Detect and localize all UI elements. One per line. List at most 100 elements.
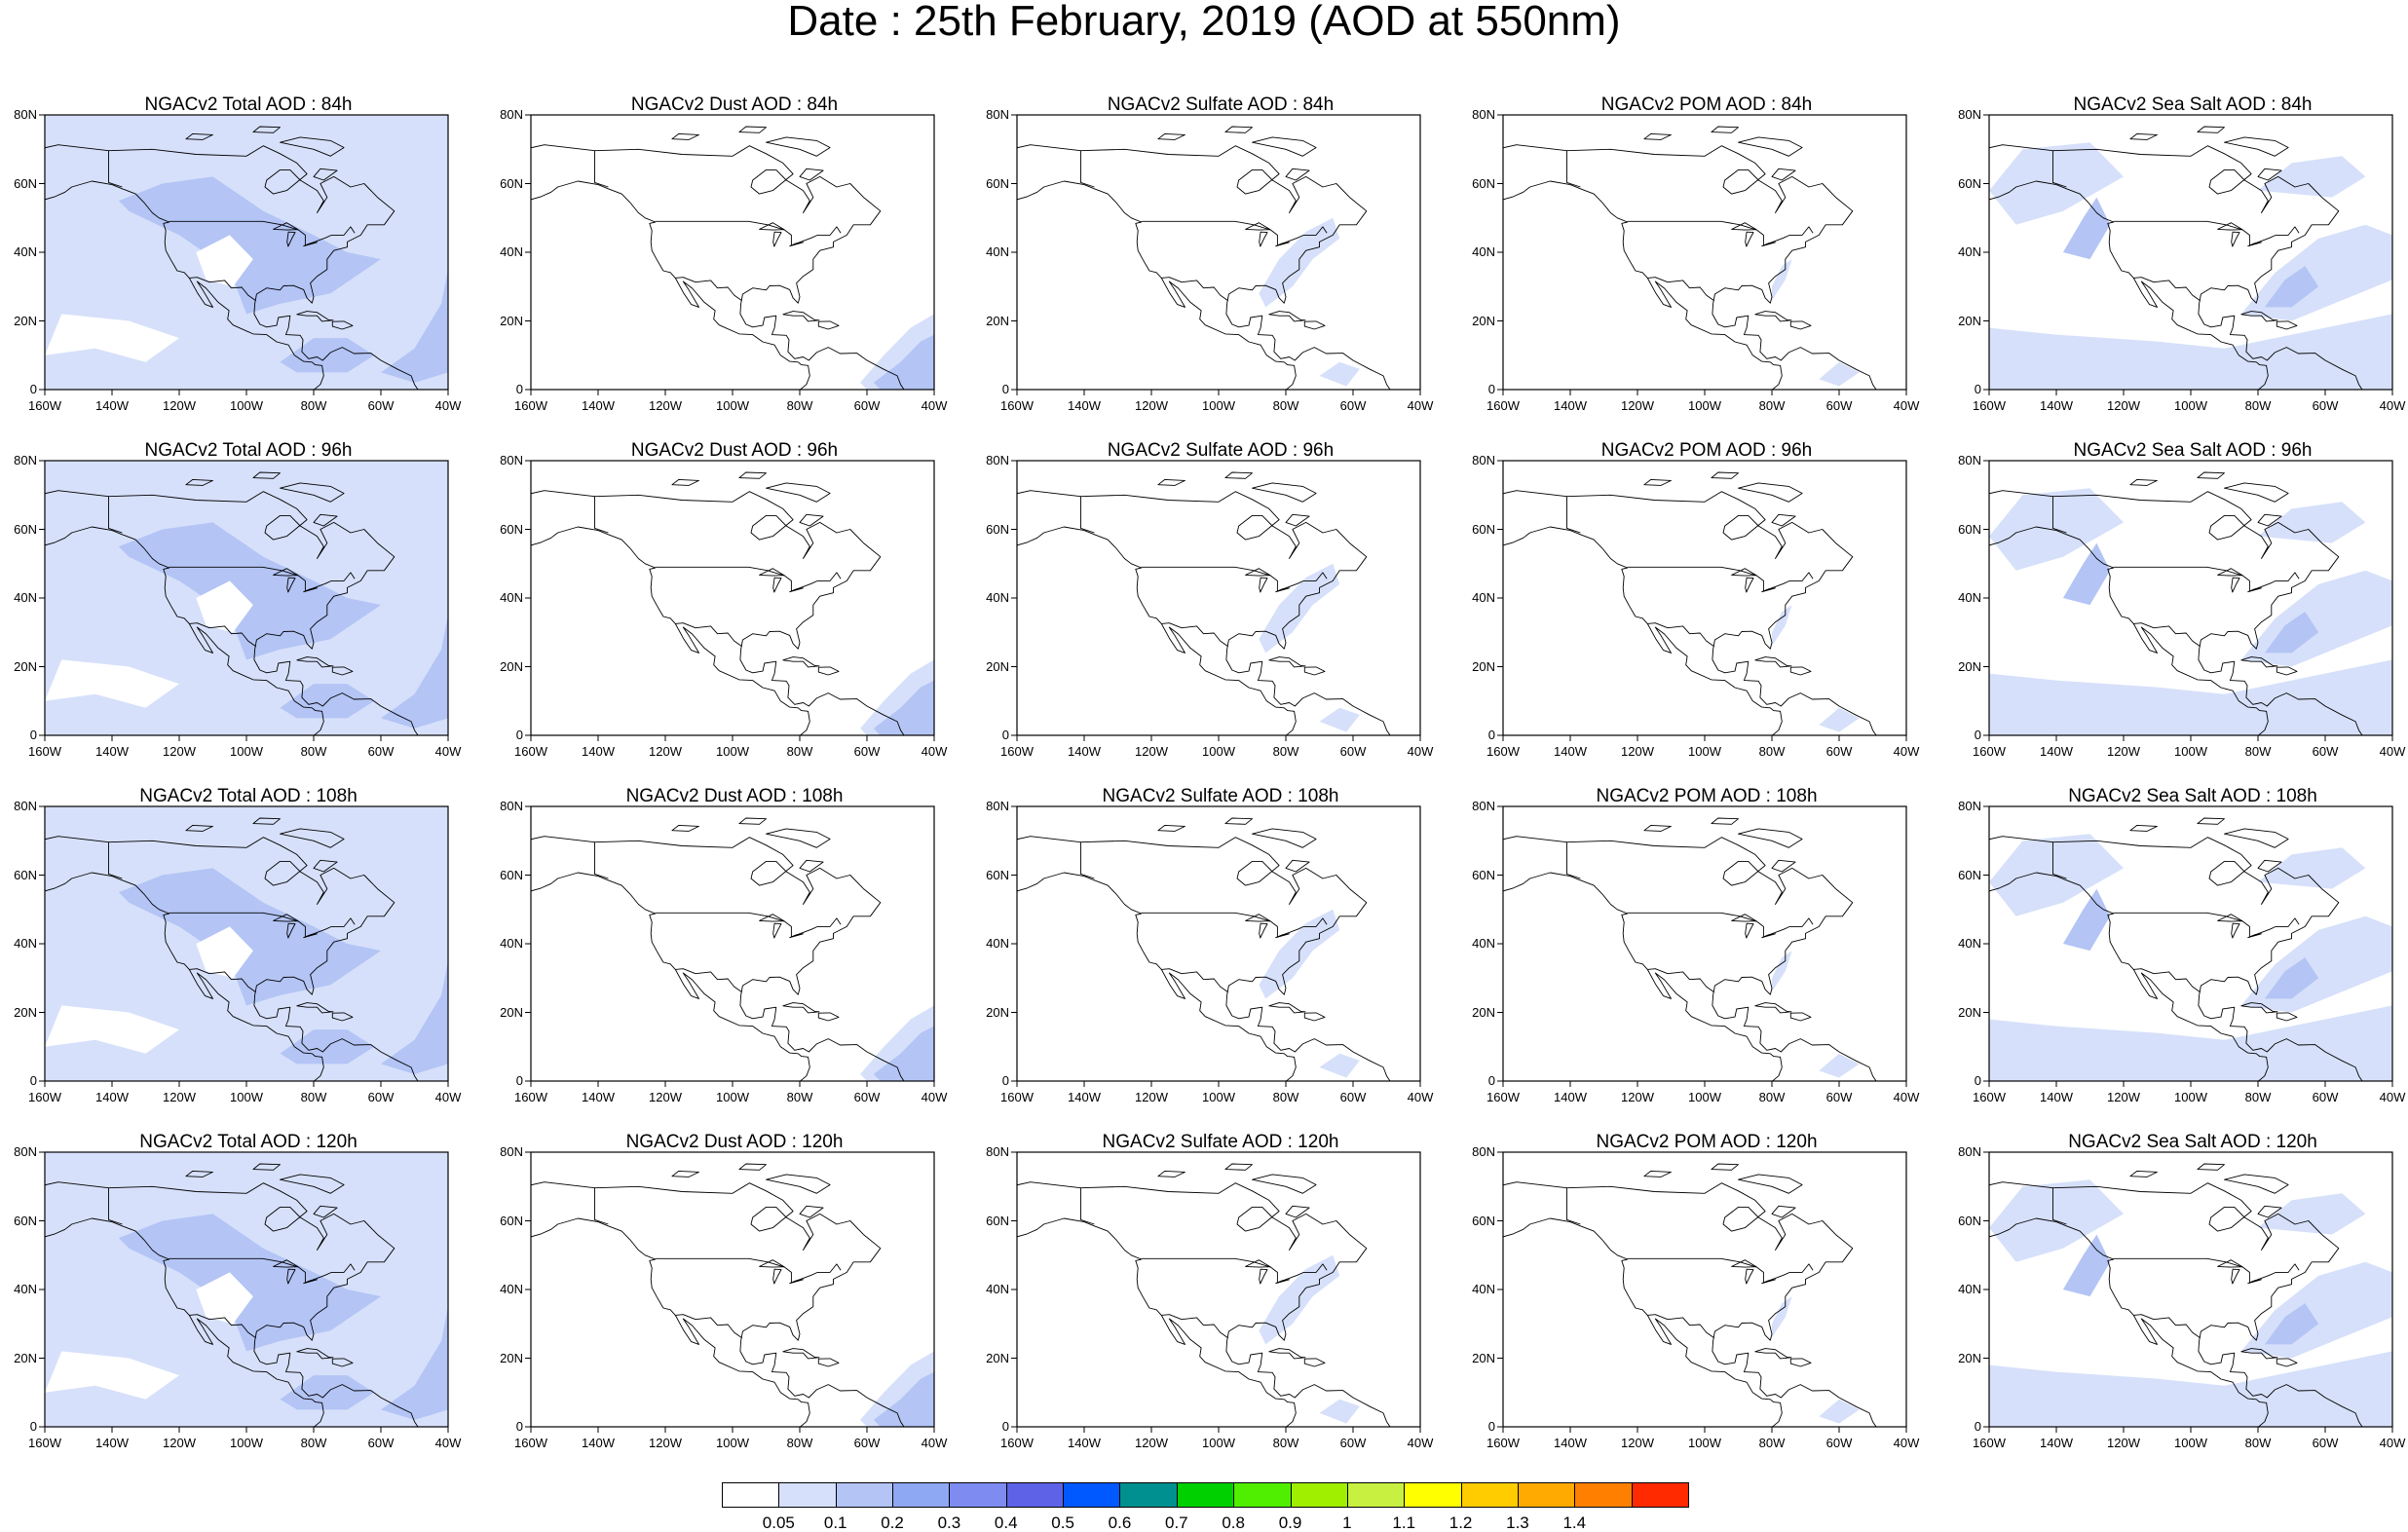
coastline: [45, 180, 324, 390]
map-panel: NGACv2 POM AOD : 120h 80N 60N 40N 20N 0 160W 14…: [1466, 1127, 1947, 1472]
lake-outline: [303, 587, 318, 593]
coastline: [531, 144, 905, 390]
country-border: [1647, 277, 1714, 302]
lat-label: 40N: [986, 244, 1009, 259]
map-panel: NGACv2 POM AOD : 108h 80N 60N 40N 20N 0 160W 14…: [1466, 781, 1947, 1126]
map-panel: NGACv2 Dust AOD : 96h 80N 60N 40N 20N 0 160W 14…: [494, 435, 975, 780]
map-plot: [525, 805, 935, 1087]
coastline: [1017, 526, 1297, 735]
lon-label: 80W: [300, 398, 327, 413]
coastline: [1503, 144, 1877, 390]
map-panel: NGACv2 POM AOD : 84h 80N 60N 40N 20N 0 160W 140…: [1466, 90, 1947, 434]
colorbar-swatch: [1063, 1482, 1121, 1508]
map-plot: [1983, 1151, 2393, 1433]
panel-title: NGACv2 Sea Salt AOD : 96h: [2073, 440, 2313, 461]
lake-outline: [1745, 1268, 1754, 1285]
lon-label: 120W: [1135, 398, 1168, 413]
lon-label: 100W: [2174, 1436, 2207, 1450]
lon-label: 120W: [1135, 1436, 1168, 1450]
colorbar: [722, 1482, 1689, 1510]
panel-title: NGACv2 Sea Salt AOD : 84h: [2073, 94, 2313, 115]
lat-label: 0: [1487, 1073, 1495, 1088]
aod-shading: [2240, 1261, 2392, 1359]
lat-label: 80N: [500, 453, 523, 467]
lon-label: 160W: [514, 1090, 547, 1104]
lat-label: 60N: [500, 175, 523, 191]
map-plot: [1011, 1151, 1421, 1433]
island-outline: [1224, 471, 1253, 479]
lon-label: 60W: [1825, 744, 1853, 759]
colorbar-swatch: [1404, 1482, 1462, 1508]
lon-label: 140W: [2040, 1090, 2073, 1104]
colorbar-tick-label: 1.1: [1392, 1513, 1416, 1532]
panel-title: NGACv2 POM AOD : 120h: [1596, 1132, 1818, 1152]
lake-outline: [789, 1279, 804, 1285]
lon-label: 60W: [1339, 744, 1367, 759]
lake-outline: [2247, 933, 2262, 939]
lake-outline: [2231, 922, 2240, 939]
lat-label: 80N: [500, 107, 523, 122]
colorbar-swatch: [1346, 1482, 1406, 1508]
lon-label: 120W: [1621, 1090, 1654, 1104]
aod-shading: [1772, 1296, 1792, 1338]
island-outline: [252, 817, 281, 825]
country-border: [655, 912, 842, 938]
aod-shading: [1319, 1399, 1360, 1424]
coastline: [45, 836, 419, 1081]
lon-label: 140W: [95, 744, 129, 759]
lon-label: 100W: [1688, 398, 1721, 413]
aod-shading: [381, 960, 448, 1074]
island-outline: [1711, 471, 1739, 479]
panel-title: NGACv2 Sulfate AOD : 96h: [1107, 440, 1335, 461]
lat-label: 60N: [14, 521, 37, 537]
lake-outline: [2217, 568, 2243, 577]
colorbar-swatch: [892, 1482, 951, 1508]
country-border: [2052, 496, 2067, 534]
lon-label: 120W: [1621, 1436, 1654, 1450]
aod-shading: [45, 1351, 179, 1400]
lon-label: 160W: [28, 744, 61, 759]
map-panel: NGACv2 Total AOD : 84h 80N 60N 40N 20N 0 160W 1…: [8, 90, 489, 434]
aod-shading: [196, 926, 253, 979]
aod-shading: [873, 334, 934, 390]
coastline: [531, 180, 810, 390]
aod-shading: [1772, 259, 1792, 301]
lon-label: 60W: [1825, 1436, 1853, 1450]
aod-shading: [45, 314, 179, 362]
panel-title: NGACv2 Sea Salt AOD : 108h: [2068, 786, 2317, 806]
map-panel: NGACv2 Dust AOD : 108h 80N 60N 40N 20N 0 160W 1…: [494, 781, 975, 1126]
lon-label: 60W: [853, 1436, 881, 1450]
lat-label: 20N: [1958, 1004, 1981, 1020]
country-border: [2133, 968, 2201, 993]
lat-label: 40N: [14, 244, 37, 259]
panel-title: NGACv2 Total AOD : 96h: [144, 440, 353, 461]
lat-label: 40N: [986, 936, 1009, 951]
lon-label: 40W: [921, 744, 948, 759]
lake-outline: [789, 242, 804, 247]
lake-outline: [303, 1279, 318, 1285]
lon-label: 60W: [853, 744, 881, 759]
island-outline: [280, 482, 345, 503]
lat-label: 40N: [14, 936, 37, 951]
lake-outline: [1761, 242, 1776, 247]
map-panel: NGACv2 POM AOD : 96h 80N 60N 40N 20N 0 160W 140…: [1466, 435, 1947, 780]
panel-title: NGACv2 POM AOD : 96h: [1600, 440, 1813, 461]
lat-label: 0: [515, 382, 523, 396]
island-outline: [1303, 1012, 1326, 1022]
lat-label: 60N: [1472, 521, 1495, 537]
map-panel: NGACv2 Sea Salt AOD : 84h 80N 60N 40N 20N 0 16…: [1952, 90, 2408, 434]
island-outline: [313, 513, 338, 527]
aod-shading: [381, 269, 448, 383]
lon-label: 60W: [2312, 1436, 2339, 1450]
island-outline: [1789, 320, 1812, 330]
lon-label: 100W: [1688, 744, 1721, 759]
island-outline: [1157, 1170, 1185, 1177]
island-outline: [2257, 859, 2282, 873]
colorbar-tick-label: 0.05: [762, 1513, 795, 1532]
lon-label: 120W: [2107, 744, 2140, 759]
lon-label: 160W: [28, 1090, 61, 1104]
lon-label: 160W: [1973, 398, 2006, 413]
lat-label: 80N: [986, 453, 1009, 467]
lat-label: 40N: [14, 590, 37, 605]
lat-label: 0: [1001, 728, 1009, 742]
